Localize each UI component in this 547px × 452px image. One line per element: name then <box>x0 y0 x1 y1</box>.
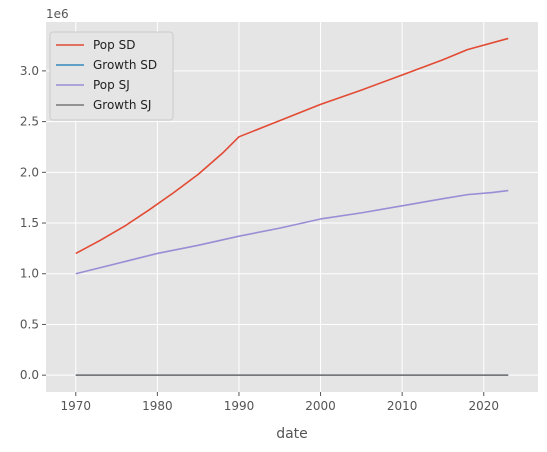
y-tick-label: 2.5 <box>20 115 39 129</box>
y-tick-label: 1.0 <box>20 267 39 281</box>
legend: Pop SD Growth SD Pop SJ Growth SJ <box>49 31 174 121</box>
y-axis: 0.0 0.5 1.0 1.5 2.0 2.5 3.0 <box>20 64 46 382</box>
series-line-pop-sj <box>75 189 509 275</box>
grid <box>46 22 538 392</box>
y-tick-label: 2.0 <box>20 165 39 179</box>
y-tick-label: 3.0 <box>20 64 39 78</box>
y-tick-label: 0.0 <box>20 368 39 382</box>
y-tick-label: 0.5 <box>20 317 39 331</box>
y-offset-label: 1e6 <box>46 7 69 21</box>
x-tick-label: 2020 <box>468 399 499 413</box>
legend-label-pop-sd: Pop SD <box>93 38 135 52</box>
x-tick-label: 1970 <box>61 399 92 413</box>
legend-label-growth-sj: Growth SJ <box>93 98 151 112</box>
legend-box <box>49 31 174 121</box>
y-tick-label: 1.5 <box>20 216 39 230</box>
x-tick-label: 2000 <box>305 399 336 413</box>
x-tick-label: 1990 <box>224 399 255 413</box>
legend-label-growth-sd: Growth SD <box>93 58 157 72</box>
x-tick-label: 2010 <box>387 399 418 413</box>
x-axis: 1970 1980 1990 2000 2010 2020 <box>61 392 499 413</box>
x-tick-label: 1980 <box>142 399 173 413</box>
legend-label-pop-sj: Pop SJ <box>93 78 130 92</box>
series-layer <box>75 37 509 376</box>
x-axis-label: date <box>276 426 308 442</box>
series-line-pop-sd <box>75 37 509 255</box>
